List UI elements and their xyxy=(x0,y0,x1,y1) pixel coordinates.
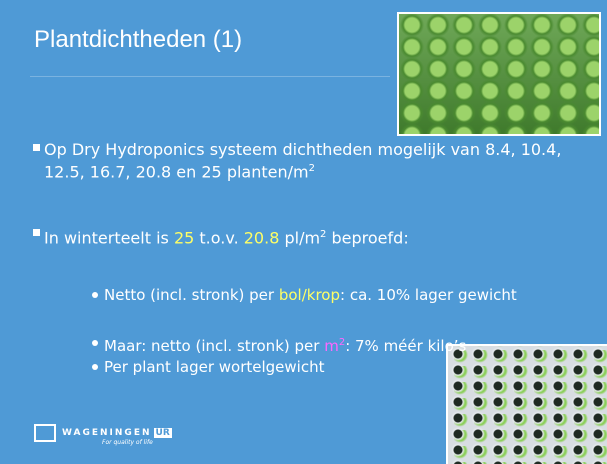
lettuce-photo xyxy=(397,12,601,136)
logo-name: WAGENINGEN xyxy=(62,428,152,438)
sub-bullet: Maar: netto (incl. stronk) per m2: 7% mé… xyxy=(104,334,584,355)
text-segment: bol/krop xyxy=(279,286,340,304)
slide-title: Plantdichtheden (1) xyxy=(34,26,242,54)
text-segment: 25 xyxy=(174,228,194,247)
text-segment: 2 xyxy=(309,163,315,174)
bullet: Op Dry Hydroponics systeem dichtheden mo… xyxy=(44,140,584,181)
text-segment: : 7% méér kilo’s xyxy=(345,337,466,355)
text-segment: Maar: netto (incl. stronk) per xyxy=(104,337,324,355)
text-segment: beproefd: xyxy=(326,228,408,247)
title-rule xyxy=(30,76,390,77)
sub-bullet: Per plant lager wortelgewicht xyxy=(104,358,584,376)
text-segment: 20.8 xyxy=(244,228,280,247)
slide: Plantdichtheden (1) Op Dry Hydroponics s… xyxy=(0,0,607,464)
text-segment: In winterteelt is xyxy=(44,228,174,247)
text-segment: m xyxy=(324,337,339,355)
text-segment: t.o.v. xyxy=(194,228,243,247)
text-segment: pl/m xyxy=(279,228,320,247)
logo-badge: UR xyxy=(154,428,172,438)
sub-bullet: Netto (incl. stronk) per bol/krop: ca. 1… xyxy=(104,286,584,304)
text-segment: : ca. 10% lager gewicht xyxy=(340,286,517,304)
text-segment: Per plant lager wortelgewicht xyxy=(104,358,324,376)
bullet: In winterteelt is 25 t.o.v. 20.8 pl/m2 b… xyxy=(44,225,584,247)
logo-icon xyxy=(34,424,56,442)
logo-tagline: For quality of life xyxy=(102,439,172,446)
text-segment: Op Dry Hydroponics systeem dichtheden mo… xyxy=(44,140,561,181)
text-segment: Netto (incl. stronk) per xyxy=(104,286,279,304)
